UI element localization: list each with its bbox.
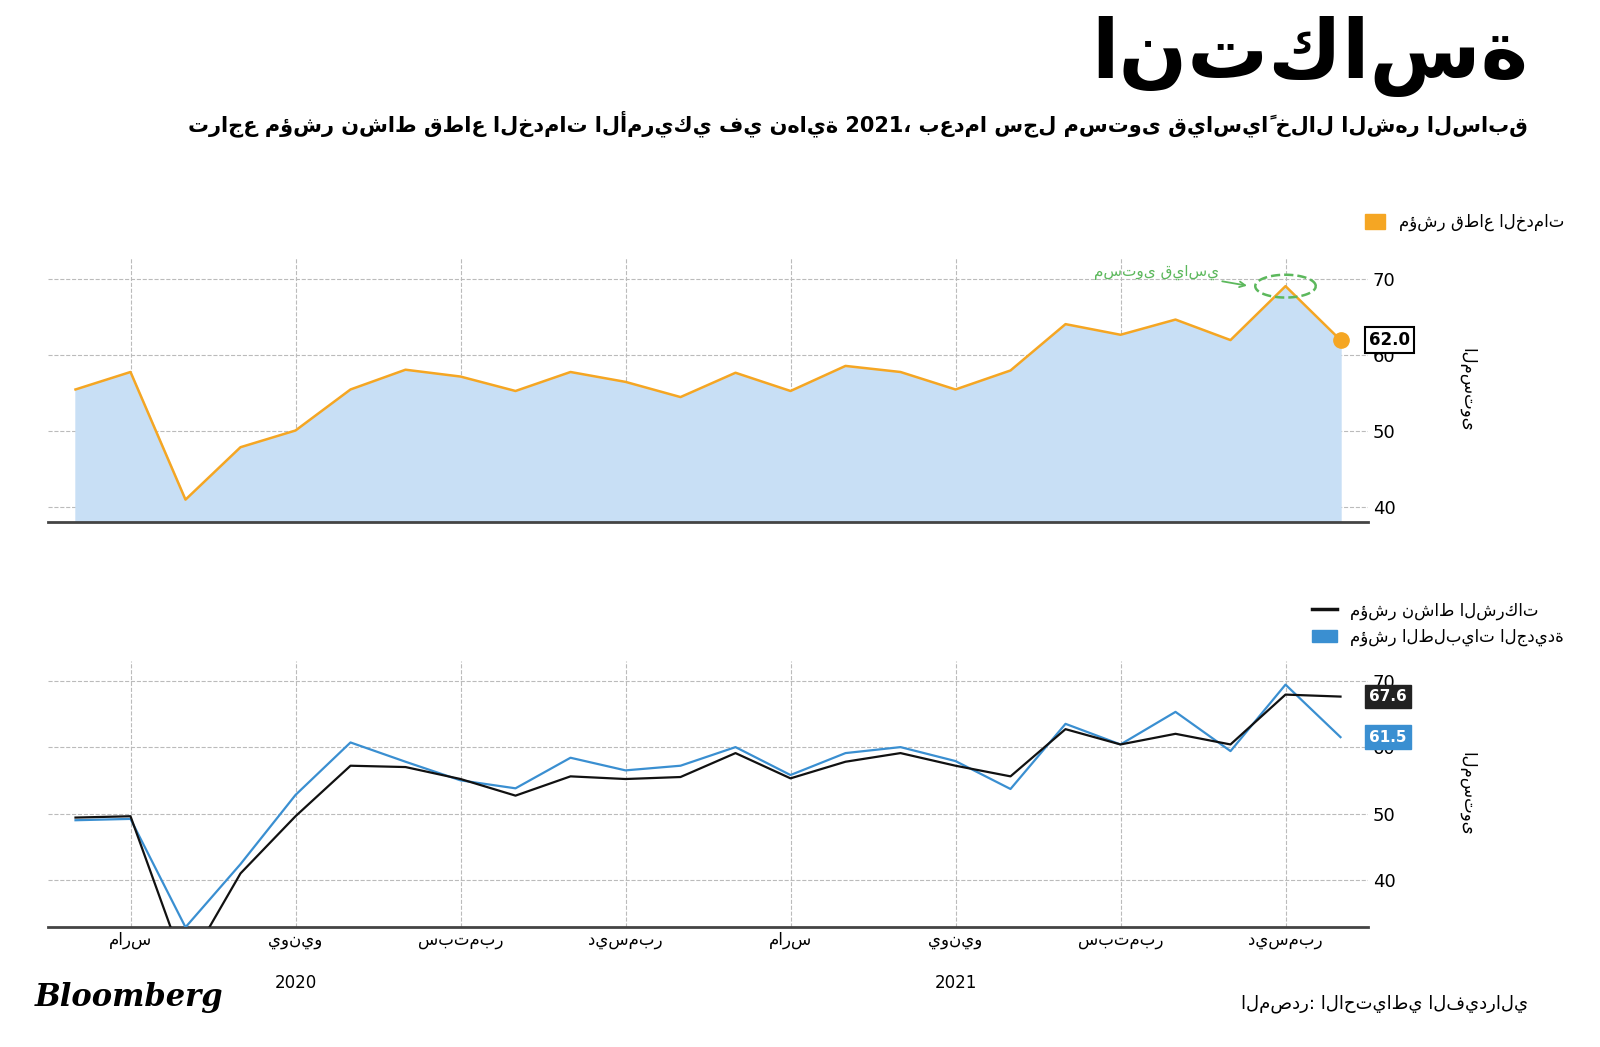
Legend: مؤشر قطاع الخدمات: مؤشر قطاع الخدمات [1358, 206, 1571, 238]
Text: 62.0: 62.0 [1370, 331, 1410, 349]
Text: المستوى: المستوى [1458, 348, 1475, 431]
Text: تراجع مؤشر نشاط قطاع الخدمات الأمريكي في نهاية 2021، بعدما سجل مستوى قياسياً خلا: تراجع مؤشر نشاط قطاع الخدمات الأمريكي في… [189, 110, 1528, 136]
Text: 61.5: 61.5 [1370, 730, 1406, 744]
Text: المستوى: المستوى [1458, 752, 1475, 836]
Text: 67.6: 67.6 [1370, 689, 1406, 704]
Legend: مؤشر نشاط الشركات, مؤشر الطلبيات الجديدة: مؤشر نشاط الشركات, مؤشر الطلبيات الجديدة [1306, 595, 1571, 653]
Text: 2020: 2020 [274, 975, 317, 993]
Text: Bloomberg: Bloomberg [35, 982, 224, 1013]
Text: انتكاسة: انتكاسة [1091, 16, 1528, 96]
Text: 2021: 2021 [934, 975, 976, 993]
Text: مستوى قياسي: مستوى قياسي [1094, 265, 1219, 280]
Text: المصدر: الاحتياطي الفيدرالي: المصدر: الاحتياطي الفيدرالي [1242, 995, 1528, 1013]
